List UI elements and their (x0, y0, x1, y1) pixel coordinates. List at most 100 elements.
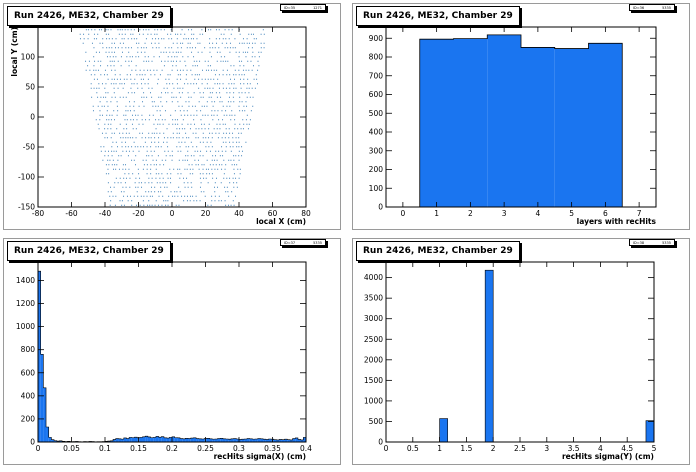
scatter-point (118, 155, 120, 157)
scatter-point (139, 204, 141, 206)
scatter-point (142, 123, 144, 125)
scatter-point (243, 123, 245, 125)
scatter-point (194, 159, 196, 161)
scatter-point (222, 38, 224, 40)
scatter-point (235, 137, 237, 139)
scatter-point (168, 78, 170, 80)
histogram-bar (265, 439, 269, 442)
scatter-point (179, 168, 181, 170)
scatter-point (131, 56, 133, 58)
scatter-point (180, 78, 182, 80)
y-tick-label: 0 (378, 203, 383, 212)
histogram-bar (177, 437, 181, 442)
scatter-point (130, 119, 132, 121)
scatter-point (159, 123, 161, 125)
scatter-point (129, 56, 131, 58)
scatter-point (183, 182, 185, 184)
scatter-point (98, 87, 100, 89)
scatter-point (219, 92, 221, 94)
y-tick-label: 700 (369, 71, 384, 80)
scatter-point (139, 177, 141, 179)
histogram-bar (115, 438, 119, 442)
scatter-point (131, 146, 133, 148)
scatter-point (107, 159, 109, 161)
scatter-point (182, 177, 184, 179)
scatter-point (236, 182, 238, 184)
scatter-point (224, 123, 226, 125)
histogram-bar (588, 43, 623, 207)
scatter-point (134, 78, 136, 80)
scatter-point (167, 56, 169, 58)
scatter-point (147, 33, 149, 35)
x-tick-label: 0.3 (233, 444, 245, 453)
scatter-point (212, 164, 214, 166)
scatter-point (192, 146, 194, 148)
scatter-point (160, 101, 162, 103)
x-tick-label: 0.35 (264, 444, 281, 453)
scatter-point (198, 128, 200, 130)
scatter-point (83, 33, 85, 35)
scatter-point (94, 60, 96, 62)
scatter-point (134, 146, 136, 148)
scatter-point (192, 65, 194, 67)
scatter-point (208, 137, 210, 139)
scatter-point (184, 33, 186, 35)
scatter-point (109, 60, 111, 62)
scatter-point (191, 51, 193, 53)
scatter-point (135, 137, 137, 139)
scatter-point (141, 137, 143, 139)
scatter-point (141, 132, 143, 134)
scatter-point (218, 200, 220, 202)
histogram-bar (182, 438, 186, 442)
scatter-point (167, 60, 169, 62)
x-tick-label: 0 (170, 209, 175, 218)
scatter-point (100, 146, 102, 148)
scatter-point (212, 47, 214, 49)
scatter-point (238, 56, 240, 58)
scatter-point (221, 110, 223, 112)
scatter-point (224, 200, 226, 202)
scatter-point (154, 74, 156, 76)
scatter-point (87, 65, 89, 67)
scatter-point (148, 182, 150, 184)
scatter-point (137, 51, 139, 53)
scatter-point (150, 168, 152, 170)
scatter-point (191, 47, 193, 49)
scatter-point (251, 47, 253, 49)
scatter-point (178, 132, 180, 134)
scatter-point (123, 195, 125, 197)
x-tick-label: 2.5 (514, 444, 526, 453)
scatter-point (115, 83, 117, 85)
scatter-point (164, 186, 166, 188)
scatter-point (137, 186, 139, 188)
scatter-point (230, 33, 232, 35)
x-tick-label: 4 (598, 444, 603, 453)
scatter-point (216, 159, 218, 161)
scatter-point (145, 38, 147, 40)
scatter-point (204, 128, 206, 130)
scatter-point (223, 173, 225, 175)
histogram-bar (273, 439, 277, 442)
scatter-point (122, 137, 124, 139)
scatter-point (155, 128, 157, 130)
scatter-point (253, 38, 255, 40)
scatter-point (229, 47, 231, 49)
scatter-point (179, 69, 181, 71)
scatter-point (210, 56, 212, 58)
scatter-point (172, 65, 174, 67)
scatter-point (133, 141, 135, 143)
scatter-point (219, 128, 221, 130)
scatter-point (119, 83, 121, 85)
scatter-point (225, 150, 227, 152)
scatter-point (238, 29, 240, 31)
scatter-point (219, 123, 221, 125)
scatter-point (232, 200, 234, 202)
scatter-point (221, 164, 223, 166)
scatter-point (105, 83, 107, 85)
stats-entries: 5335 (662, 5, 671, 10)
scatter-point (142, 200, 144, 202)
scatter-point (159, 164, 161, 166)
scatter-point (166, 101, 168, 103)
scatter-point (178, 92, 180, 94)
scatter-point (166, 128, 168, 130)
